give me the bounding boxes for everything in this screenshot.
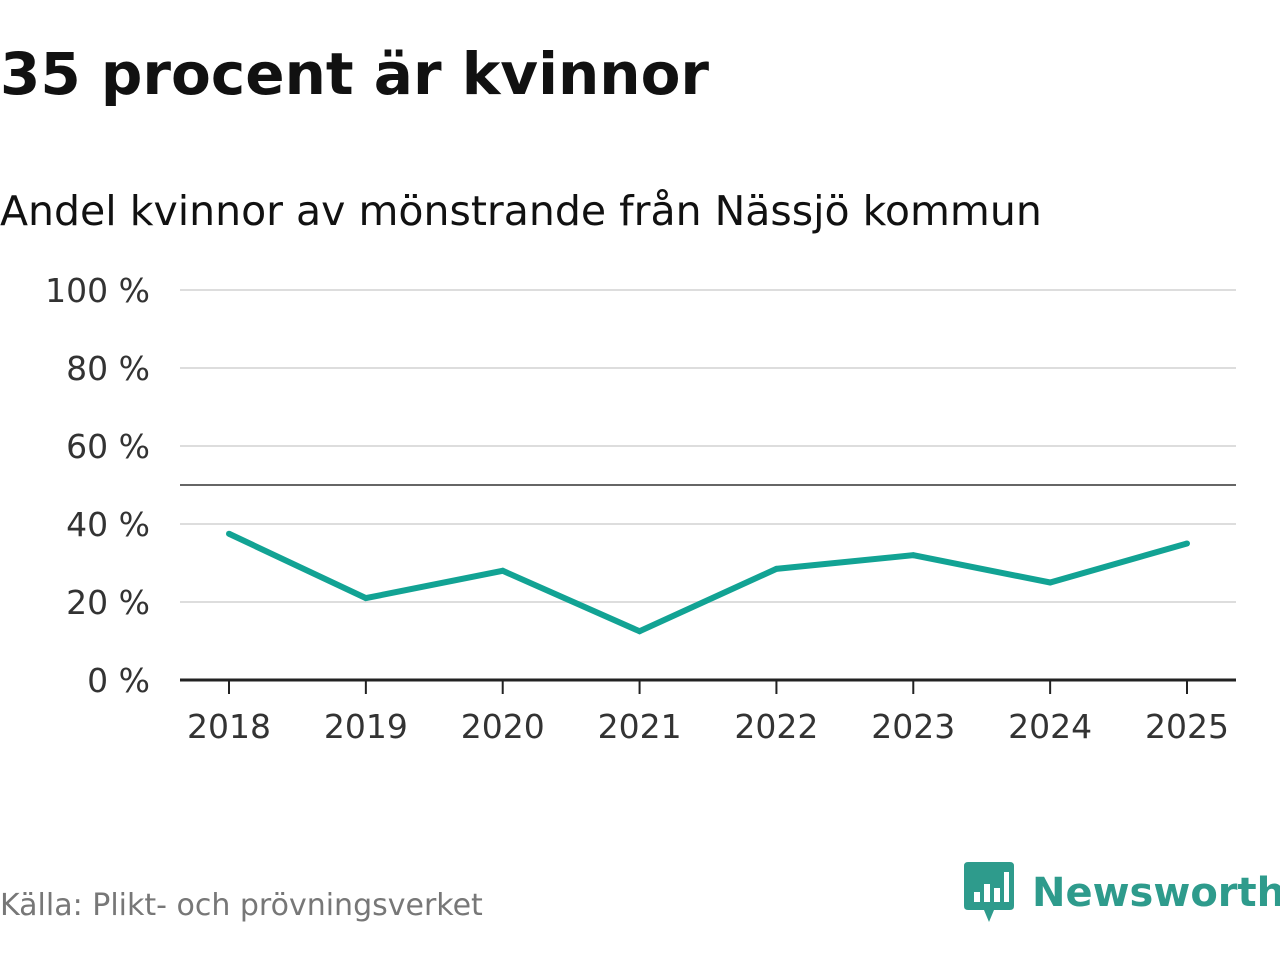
axes <box>180 484 1236 682</box>
x-tick-label: 2018 <box>187 707 271 746</box>
x-tick-label: 2021 <box>598 707 682 746</box>
data-point <box>636 628 643 635</box>
x-tick-label: 2020 <box>461 707 545 746</box>
x-tick-label: 2025 <box>1145 707 1229 746</box>
x-tick-label: 2023 <box>871 707 955 746</box>
newsworthy-logo-icon <box>964 862 1014 922</box>
x-axis-tick-labels: 2018 2019 2020 2021 2022 2023 2024 2025 <box>187 680 1229 746</box>
data-point <box>499 567 506 574</box>
data-point <box>773 565 780 572</box>
data-point <box>910 552 917 559</box>
line-chart: 0 % 20 % 40 % 60 % 80 % 100 % 2018 2019 2020 202… <box>45 271 1236 746</box>
brand-logo: Newsworthy <box>964 862 1280 924</box>
data-point <box>1184 540 1190 547</box>
data-point <box>226 530 232 537</box>
gridlines <box>180 289 1236 603</box>
x-tick-label: 2019 <box>324 707 408 746</box>
y-axis-tick-labels: 0 % 20 % 40 % 60 % 80 % 100 % <box>45 271 150 700</box>
series-layer <box>226 530 1190 635</box>
y-tick-label: 100 % <box>45 271 150 310</box>
y-tick-label: 20 % <box>66 583 150 622</box>
data-point <box>1047 579 1054 586</box>
series-line <box>227 531 1188 635</box>
chart-title: 35 procent är kvinnor <box>0 40 710 108</box>
x-tick-label: 2022 <box>734 707 818 746</box>
chart-subtitle: Andel kvinnor av mönstrande från Nässjö … <box>0 187 1042 235</box>
y-tick-label: 80 % <box>66 349 150 388</box>
y-tick-label: 0 % <box>87 661 150 700</box>
data-point <box>362 595 369 602</box>
y-tick-label: 60 % <box>66 427 150 466</box>
y-tick-label: 40 % <box>66 505 150 544</box>
x-tick-label: 2024 <box>1008 707 1092 746</box>
source-note: Källa: Plikt- och prövningsverket <box>0 888 483 923</box>
brand-name: Newsworthy <box>1032 870 1280 916</box>
